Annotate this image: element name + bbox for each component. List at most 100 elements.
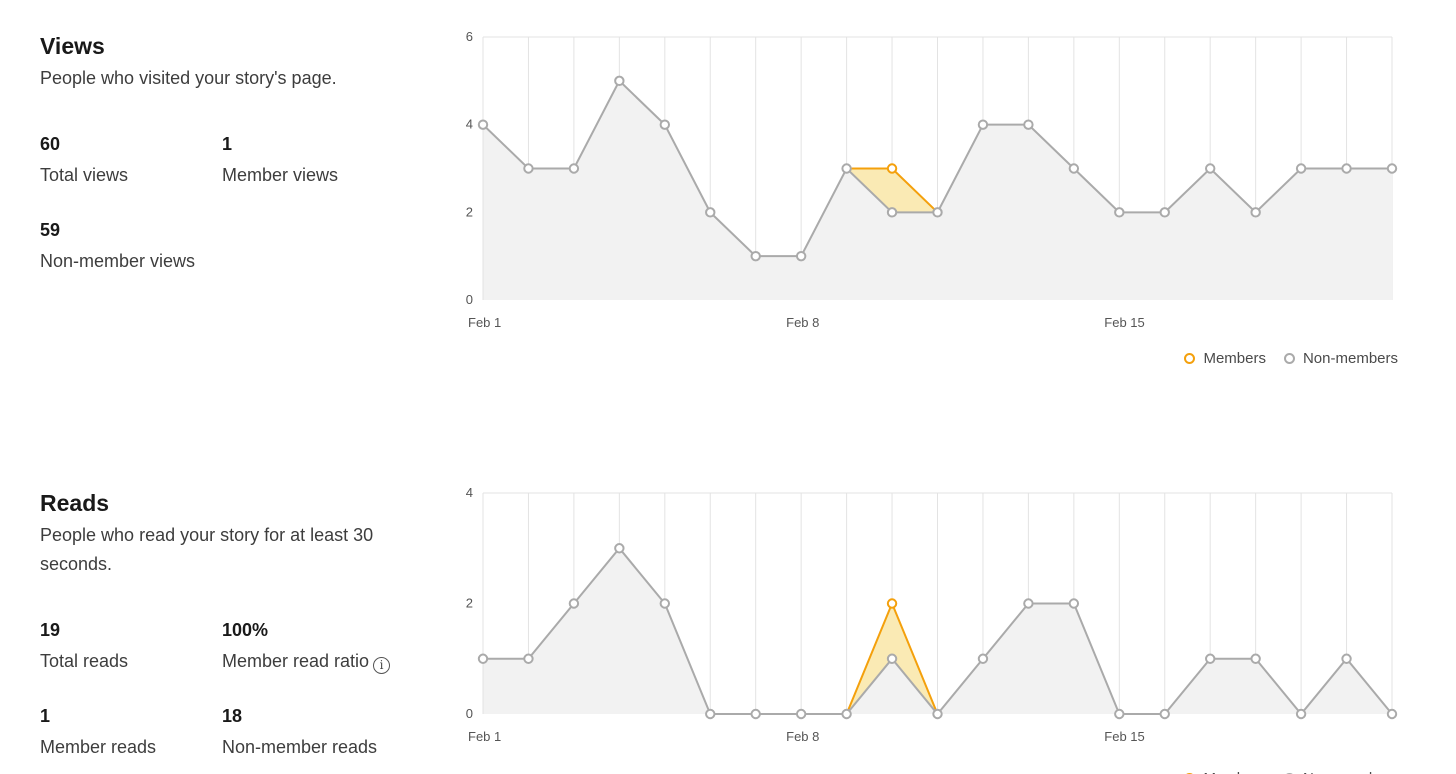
non-members-point — [1114, 207, 1125, 218]
views-description: People who visited your story's page. — [40, 68, 337, 88]
non-members-dot-icon — [1283, 353, 1295, 364]
stat-value: 60 — [40, 134, 61, 154]
non-members-point — [477, 119, 489, 130]
member-read-ratio-stat: 100% Member read ratio i — [222, 618, 391, 674]
non-members-point — [1114, 708, 1125, 720]
non-members-point — [841, 708, 852, 720]
stat-value: 1 — [222, 134, 233, 154]
stat-label-text: Member read ratio — [222, 651, 370, 671]
x-tick-label: Feb 1 — [468, 729, 501, 744]
non-members-point — [1341, 653, 1352, 664]
non-members-point — [1250, 207, 1261, 218]
non-members-point — [841, 163, 852, 174]
stat-value: 19 — [40, 620, 61, 640]
y-tick-label: 0 — [466, 292, 473, 307]
legend-members[interactable]: Members — [1184, 350, 1266, 367]
total-reads-stat: 19 Total reads — [40, 618, 128, 673]
y-tick-label: 4 — [466, 485, 473, 500]
legend-members-label: Members — [1203, 350, 1266, 367]
stat-value: 18 — [222, 706, 243, 726]
info-icon[interactable]: i — [373, 657, 391, 674]
non-members-point — [1295, 708, 1307, 720]
non-members-point — [1205, 653, 1216, 664]
non-members-point — [1205, 163, 1216, 174]
x-tick-label: Feb 8 — [786, 315, 819, 330]
non-members-point — [795, 250, 807, 262]
y-tick-label: 6 — [466, 29, 473, 44]
non-members-point — [1341, 163, 1352, 174]
non-members-point — [705, 207, 716, 218]
non-members-point — [1159, 207, 1170, 218]
members-point — [886, 163, 898, 174]
x-tick-label: Feb 1 — [468, 315, 501, 330]
views-info: Views People who visited your story's pa… — [40, 32, 440, 93]
non-members-point — [977, 119, 989, 130]
members-point — [886, 598, 898, 609]
members-dot-icon — [1184, 353, 1196, 364]
x-tick-label: Feb 15 — [1104, 729, 1144, 744]
non-members-area — [483, 80, 1392, 300]
stat-label: Total reads — [40, 651, 129, 671]
y-tick-label: 0 — [466, 706, 473, 721]
legend-non-members-label: Non-members — [1303, 770, 1398, 774]
non-members-point — [477, 653, 489, 664]
non-members-point — [1159, 708, 1170, 720]
stat-label: Non-member reads — [222, 737, 378, 757]
non-members-point — [795, 708, 807, 720]
views-section: Views People who visited your story's pa… — [40, 29, 1398, 367]
stat-value: 1 — [40, 706, 51, 726]
stat-label: Total views — [40, 165, 129, 185]
stat-label: Member reads — [40, 737, 157, 757]
non-members-point — [750, 708, 761, 720]
views-chart: 0 2 4 6 Feb 1 Feb 8 Feb 15 — [466, 29, 1398, 330]
y-tick-label: 4 — [466, 117, 473, 132]
legend-members[interactable]: Members — [1184, 770, 1266, 774]
reads-info: Reads People who read your story for at … — [40, 489, 440, 579]
legend-non-members[interactable]: Non-members — [1283, 350, 1398, 367]
views-title: Views — [40, 33, 105, 59]
legend-non-members-label: Non-members — [1302, 350, 1398, 367]
member-reads-stat: 1 Member reads — [40, 704, 156, 759]
total-views-stat: 60 Total views — [40, 132, 128, 187]
non-members-point — [1250, 653, 1261, 664]
legend-non-members[interactable]: Non-members — [1283, 770, 1398, 774]
y-tick-label: 2 — [466, 596, 473, 611]
reads-description: People who read your story for at least … — [40, 525, 374, 574]
non-members-point — [1386, 708, 1398, 720]
non-member-reads-stat: 18 Non-member reads — [222, 704, 377, 759]
non-member-views-stat: 59 Non-member views — [40, 218, 195, 273]
non-members-point — [523, 163, 534, 174]
stat-label: Non-member views — [40, 251, 196, 271]
non-members-point — [614, 75, 625, 87]
views-legend: Members Non-members — [1166, 350, 1398, 367]
non-members-point — [1295, 163, 1307, 174]
non-members-point — [659, 119, 671, 130]
non-members-point — [659, 598, 671, 609]
y-tick-label: 2 — [466, 204, 473, 219]
non-members-point — [886, 653, 898, 664]
legend-members-label: Members — [1203, 770, 1266, 774]
reads-title: Reads — [40, 490, 110, 516]
non-members-point — [705, 708, 716, 720]
stat-value: 59 — [40, 220, 61, 240]
stat-value: 100% — [222, 620, 269, 640]
reads-chart: 0 2 4 Feb 1 Feb 8 Feb 15 — [466, 485, 1398, 744]
stat-label: Member views — [222, 165, 339, 185]
non-members-point — [523, 653, 534, 664]
reads-legend: Members Non-members — [1166, 770, 1398, 774]
x-tick-label: Feb 15 — [1104, 315, 1144, 330]
non-members-area — [483, 548, 1392, 714]
reads-section: Reads People who read your story for at … — [0, 458, 1456, 774]
non-members-point — [932, 708, 943, 720]
non-members-point — [1068, 598, 1080, 609]
non-members-point — [932, 207, 943, 218]
non-members-point — [886, 207, 898, 218]
non-members-point — [1023, 119, 1034, 130]
stat-label: Member read ratio i — [222, 649, 391, 674]
non-members-point — [977, 653, 989, 664]
non-members-point — [750, 250, 761, 262]
non-members-point — [1023, 598, 1034, 609]
non-members-point — [614, 543, 625, 554]
non-members-point — [1386, 163, 1398, 174]
member-views-stat: 1 Member views — [222, 132, 338, 187]
